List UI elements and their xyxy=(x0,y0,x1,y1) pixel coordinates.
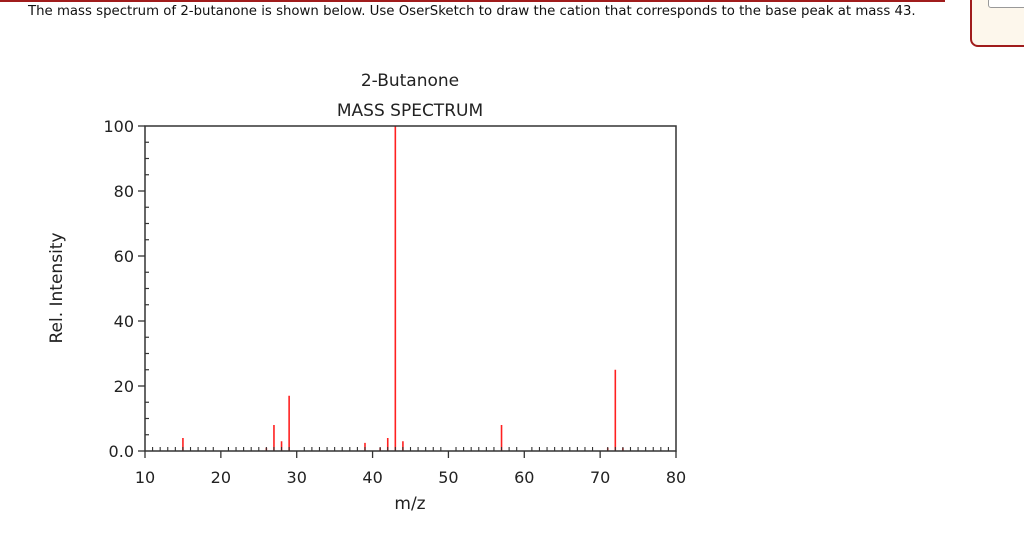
x-tick-label: 20 xyxy=(211,468,231,487)
y-tick-label: 20 xyxy=(114,377,134,396)
y-tick-label: 0.0 xyxy=(109,442,134,461)
x-tick-label: 80 xyxy=(666,468,686,487)
y-tick-label: 60 xyxy=(114,247,134,266)
answer-panel[interactable] xyxy=(970,0,1024,47)
y-tick-label: 40 xyxy=(114,312,134,331)
question-text: The mass spectrum of 2-butanone is shown… xyxy=(28,4,916,19)
y-axis-label: Rel. Intensity xyxy=(47,232,67,343)
answer-panel-control[interactable] xyxy=(988,0,1024,8)
x-tick-label: 60 xyxy=(514,468,534,487)
x-tick-label: 50 xyxy=(438,468,458,487)
peaks-group xyxy=(182,126,624,451)
x-tick-label: 10 xyxy=(135,468,155,487)
axes-group: 0.0 20 40 60 80 100 10 20 30 40 50 60 70 80 xyxy=(103,117,686,487)
x-tick-label: 30 xyxy=(287,468,307,487)
x-tick-label: 70 xyxy=(590,468,610,487)
chart-subtitle: MASS SPECTRUM xyxy=(337,101,483,121)
x-tick-label: 40 xyxy=(362,468,382,487)
x-axis-label: m/z xyxy=(394,494,425,514)
chart-title: 2-Butanone xyxy=(361,71,459,91)
y-tick-label: 100 xyxy=(103,117,134,136)
y-tick-label: 80 xyxy=(114,182,134,201)
top-divider xyxy=(0,0,945,2)
plot-frame xyxy=(144,125,677,452)
